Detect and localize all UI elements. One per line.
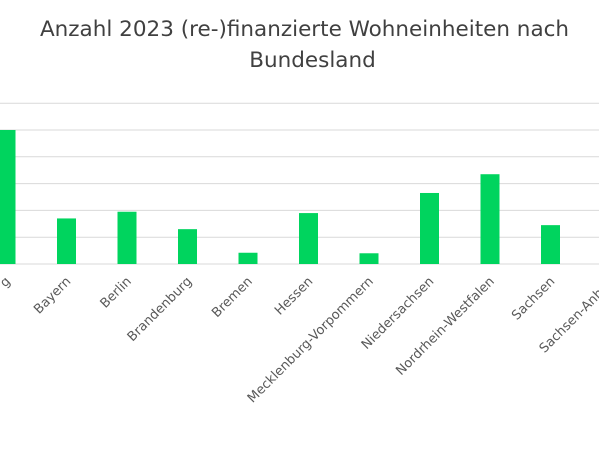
category-label: Berlin	[98, 274, 135, 311]
bar-bremen	[238, 252, 258, 264]
bar-baden-w-rttemberg	[0, 130, 16, 264]
bar-mecklenburg-vorpommern	[359, 253, 379, 264]
category-label: Brandenburg	[125, 274, 196, 345]
bars	[0, 130, 560, 264]
category-label: Hessen	[272, 274, 316, 318]
category-label: Nordrhein-Westfalen	[393, 274, 497, 378]
category-label: Mecklenburg-Vorpommern	[245, 274, 377, 406]
bar-sachsen	[541, 225, 560, 264]
bar-niedersachsen	[420, 192, 439, 264]
bar-nordrhein-westfalen	[480, 174, 500, 264]
category-label: g	[0, 274, 14, 290]
bar-berlin	[117, 211, 137, 264]
bar-bayern	[57, 218, 76, 264]
chart-title-line-2: Bundesland	[249, 48, 376, 73]
chart-title-line-1: Anzahl 2023 (re-)finanzierte Wohneinheit…	[39, 17, 570, 42]
bar-hessen	[299, 213, 318, 264]
category-label: Sachsen	[509, 274, 558, 323]
category-label: Bayern	[31, 274, 74, 317]
chart-title: Anzahl 2023 (re-)finanzierte Wohneinheit…	[0, 14, 599, 76]
bar-brandenburg	[178, 229, 197, 264]
category-label: Bremen	[209, 274, 256, 321]
